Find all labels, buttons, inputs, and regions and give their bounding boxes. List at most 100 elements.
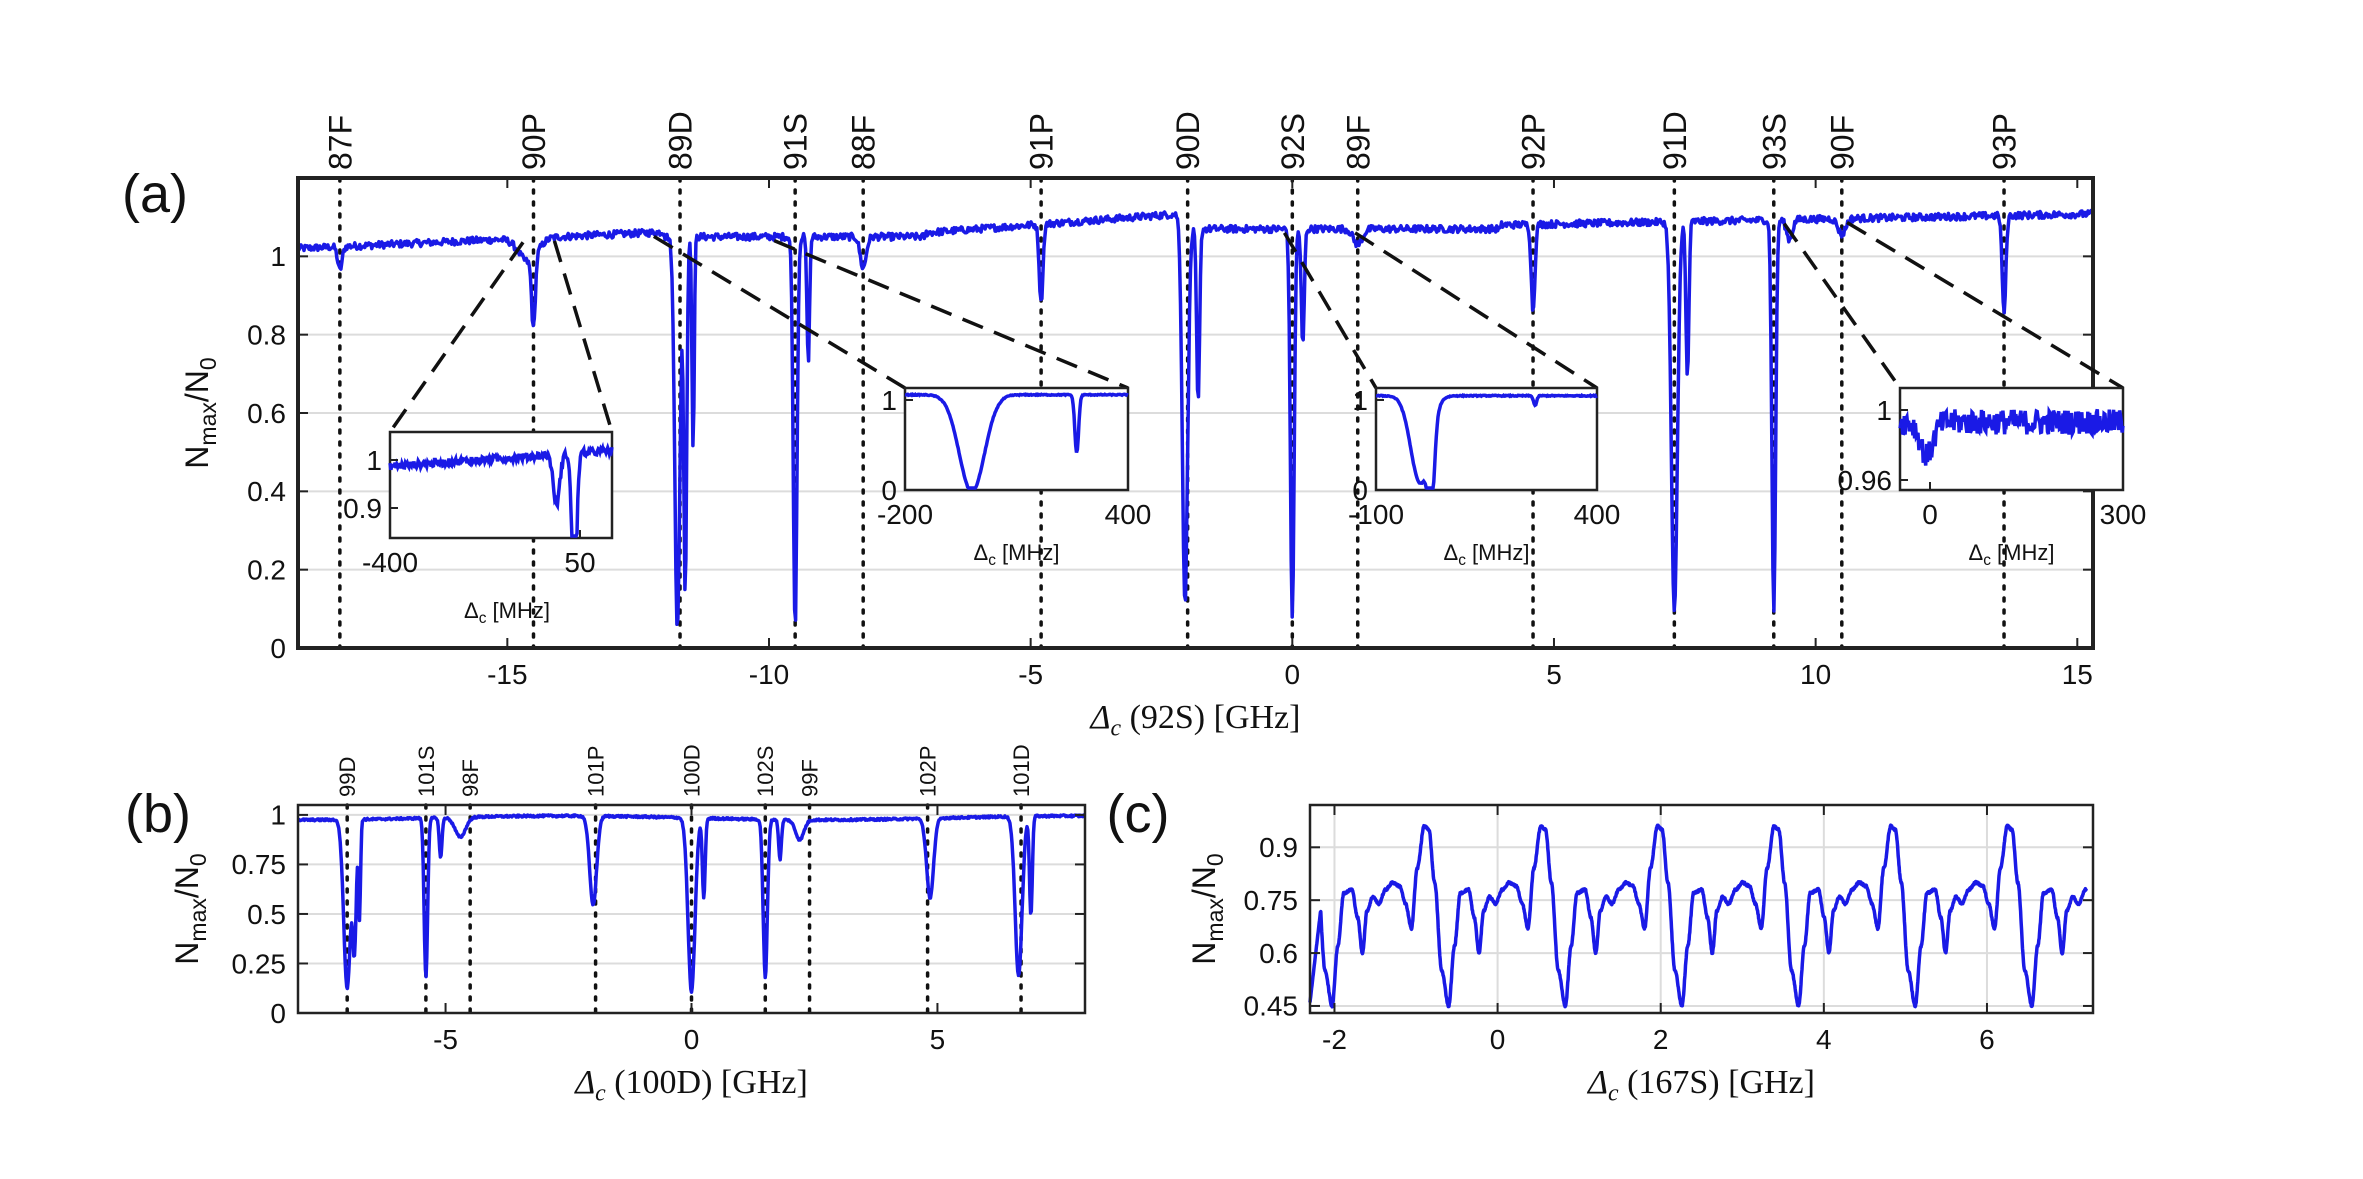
- state-label-90f: 90F: [1824, 115, 1860, 170]
- x-axis-label: Δc (92S) [GHz]: [1089, 699, 1301, 741]
- inset-x-tick-label: 0: [1922, 499, 1938, 530]
- inset-x-tick-label: -200: [877, 499, 933, 530]
- zoom-line: [1354, 231, 1598, 390]
- panel-c: -2 0 2 4 6 0.45 0.6 0.75 0.9 Nmax/N0 Δc (167S) [GH…: [1107, 784, 2095, 1106]
- y-tick-label: 0: [270, 998, 286, 1029]
- y-tick-label: 0: [270, 633, 286, 664]
- inset-x-axis-label: Δc [MHz]: [464, 598, 550, 627]
- inset-x-tick-label: -100: [1348, 499, 1404, 530]
- inset-x-tick-label: 400: [1574, 499, 1621, 530]
- spectrum-line: [296, 208, 2095, 627]
- state-label-101s: 101S: [414, 746, 439, 797]
- y-tick-label: 0.8: [247, 319, 286, 350]
- inset-y-tick-label: 1: [881, 385, 897, 416]
- inset-x-axis-label: Δc [MHz]: [1444, 540, 1530, 569]
- inset-4: 1 0.96 0 300 Δc [MHz]: [1782, 220, 2147, 569]
- inset-2: 1 0-200 400 Δc [MHz]: [652, 234, 1152, 569]
- inset-frame: [388, 430, 614, 540]
- state-label-98f: 98F: [458, 759, 483, 797]
- zoom-line: [1846, 220, 2124, 390]
- inset-x-tick-label: 400: [1105, 499, 1152, 530]
- x-tick-label: 0: [1490, 1024, 1506, 1055]
- state-label-91d: 91D: [1657, 111, 1693, 170]
- state-label-91p: 91P: [1024, 113, 1060, 170]
- y-tick-label: 1: [270, 241, 286, 272]
- y-tick-label: 0.6: [1259, 938, 1298, 969]
- panel-label-a: (a): [122, 164, 188, 224]
- state-label-89f: 89F: [1340, 115, 1376, 170]
- x-tick-label: 0: [684, 1024, 700, 1055]
- inset-1: 1 0.9 -400 50 Δc [MHz]: [343, 240, 614, 627]
- x-tick-label: 5: [1546, 659, 1562, 690]
- y-tick-label: 0.25: [232, 948, 287, 979]
- state-label-90p: 90P: [516, 113, 552, 170]
- zoom-line: [652, 234, 906, 390]
- panel-b: 99D 101S 98F 101P 100D 102S 99F 102P 101D -5 0 5 0 0.…: [125, 744, 1087, 1106]
- inset-x-tick-label: -400: [362, 547, 418, 578]
- x-tick-label: -10: [749, 659, 789, 690]
- inset-y-tick-label: 0.9: [343, 493, 382, 524]
- x-tick-label: 0: [1285, 659, 1301, 690]
- inset-x-axis-label: Δc [MHz]: [974, 540, 1060, 569]
- inset-3: 1 0-100 400 Δc [MHz]: [1282, 231, 1621, 569]
- inset-frame: [903, 386, 1130, 492]
- y-tick-label: 0.45: [1244, 991, 1299, 1022]
- x-tick-label: 5: [930, 1024, 946, 1055]
- inset-y-tick-label: 0: [1352, 475, 1368, 506]
- state-label-93p: 93P: [1987, 113, 2023, 170]
- y-tick-label: 0.75: [1244, 885, 1299, 916]
- state-label-102s: 102S: [753, 746, 778, 797]
- zoom-line: [388, 241, 525, 434]
- y-axis-label: Nmax/N0: [169, 853, 211, 964]
- panel-label-b: (b): [125, 784, 191, 844]
- state-label-87f: 87F: [322, 115, 358, 170]
- inset-y-tick-label: 0.96: [1838, 465, 1893, 496]
- inset-y-tick-label: 1: [1876, 395, 1892, 426]
- x-tick-label: 2: [1653, 1024, 1669, 1055]
- inset-x-tick-label: 300: [2100, 499, 2147, 530]
- x-tick-label: -5: [433, 1024, 458, 1055]
- y-tick-label: 0.4: [247, 476, 286, 507]
- zoom-line: [1282, 231, 1378, 389]
- inset-y-tick-label: 0: [881, 475, 897, 506]
- inset-x-axis-label: Δc [MHz]: [1969, 540, 2055, 569]
- state-label-92p: 92P: [1516, 113, 1552, 170]
- x-tick-label: 10: [1800, 659, 1831, 690]
- x-tick-label: -15: [487, 659, 527, 690]
- inset-y-tick-label: 1: [366, 445, 382, 476]
- inset-curve: [1375, 392, 1598, 490]
- x-tick-label: 15: [2062, 659, 2093, 690]
- zoom-line: [773, 239, 1129, 390]
- state-label-99d: 99D: [335, 757, 360, 797]
- state-label-101p: 101P: [584, 746, 609, 797]
- state-label-92s: 92S: [1275, 113, 1311, 170]
- y-tick-label: 1: [270, 800, 286, 831]
- zoom-line: [552, 240, 614, 433]
- state-label-93s: 93S: [1756, 113, 1792, 170]
- inset-curve: [388, 441, 614, 538]
- x-tick-label: -2: [1322, 1024, 1347, 1055]
- state-label-99f: 99F: [797, 759, 822, 797]
- state-label-88f: 88F: [846, 115, 882, 170]
- y-tick-label: 0.75: [232, 849, 287, 880]
- panel-label-c: (c): [1107, 784, 1170, 844]
- x-tick-label: 6: [1979, 1024, 1995, 1055]
- state-label-102p: 102P: [916, 746, 941, 797]
- y-axis-label: Nmax/N0: [179, 357, 221, 468]
- plot-frame: [1308, 803, 2095, 1015]
- inset-y-tick-label: 1: [1352, 385, 1368, 416]
- state-label-91s: 91S: [778, 113, 814, 170]
- state-label-90d: 90D: [1170, 111, 1206, 170]
- y-tick-label: 0.6: [247, 398, 286, 429]
- x-tick-label: -5: [1018, 659, 1043, 690]
- inset-curve: [1898, 405, 2125, 466]
- state-label-89d: 89D: [663, 111, 699, 170]
- panel-a: 87F 90P 89D 91S 88F 91P 90D 92S 89F 92P 91D 93S 90F 9…: [122, 111, 2146, 741]
- state-label-101d: 101D: [1009, 744, 1034, 797]
- inset-x-tick-label: 50: [564, 547, 595, 578]
- inset-frame: [1374, 386, 1599, 492]
- x-tick-label: 4: [1816, 1024, 1832, 1055]
- y-tick-label: 0.2: [247, 554, 286, 585]
- spectrum-line: [296, 813, 1087, 994]
